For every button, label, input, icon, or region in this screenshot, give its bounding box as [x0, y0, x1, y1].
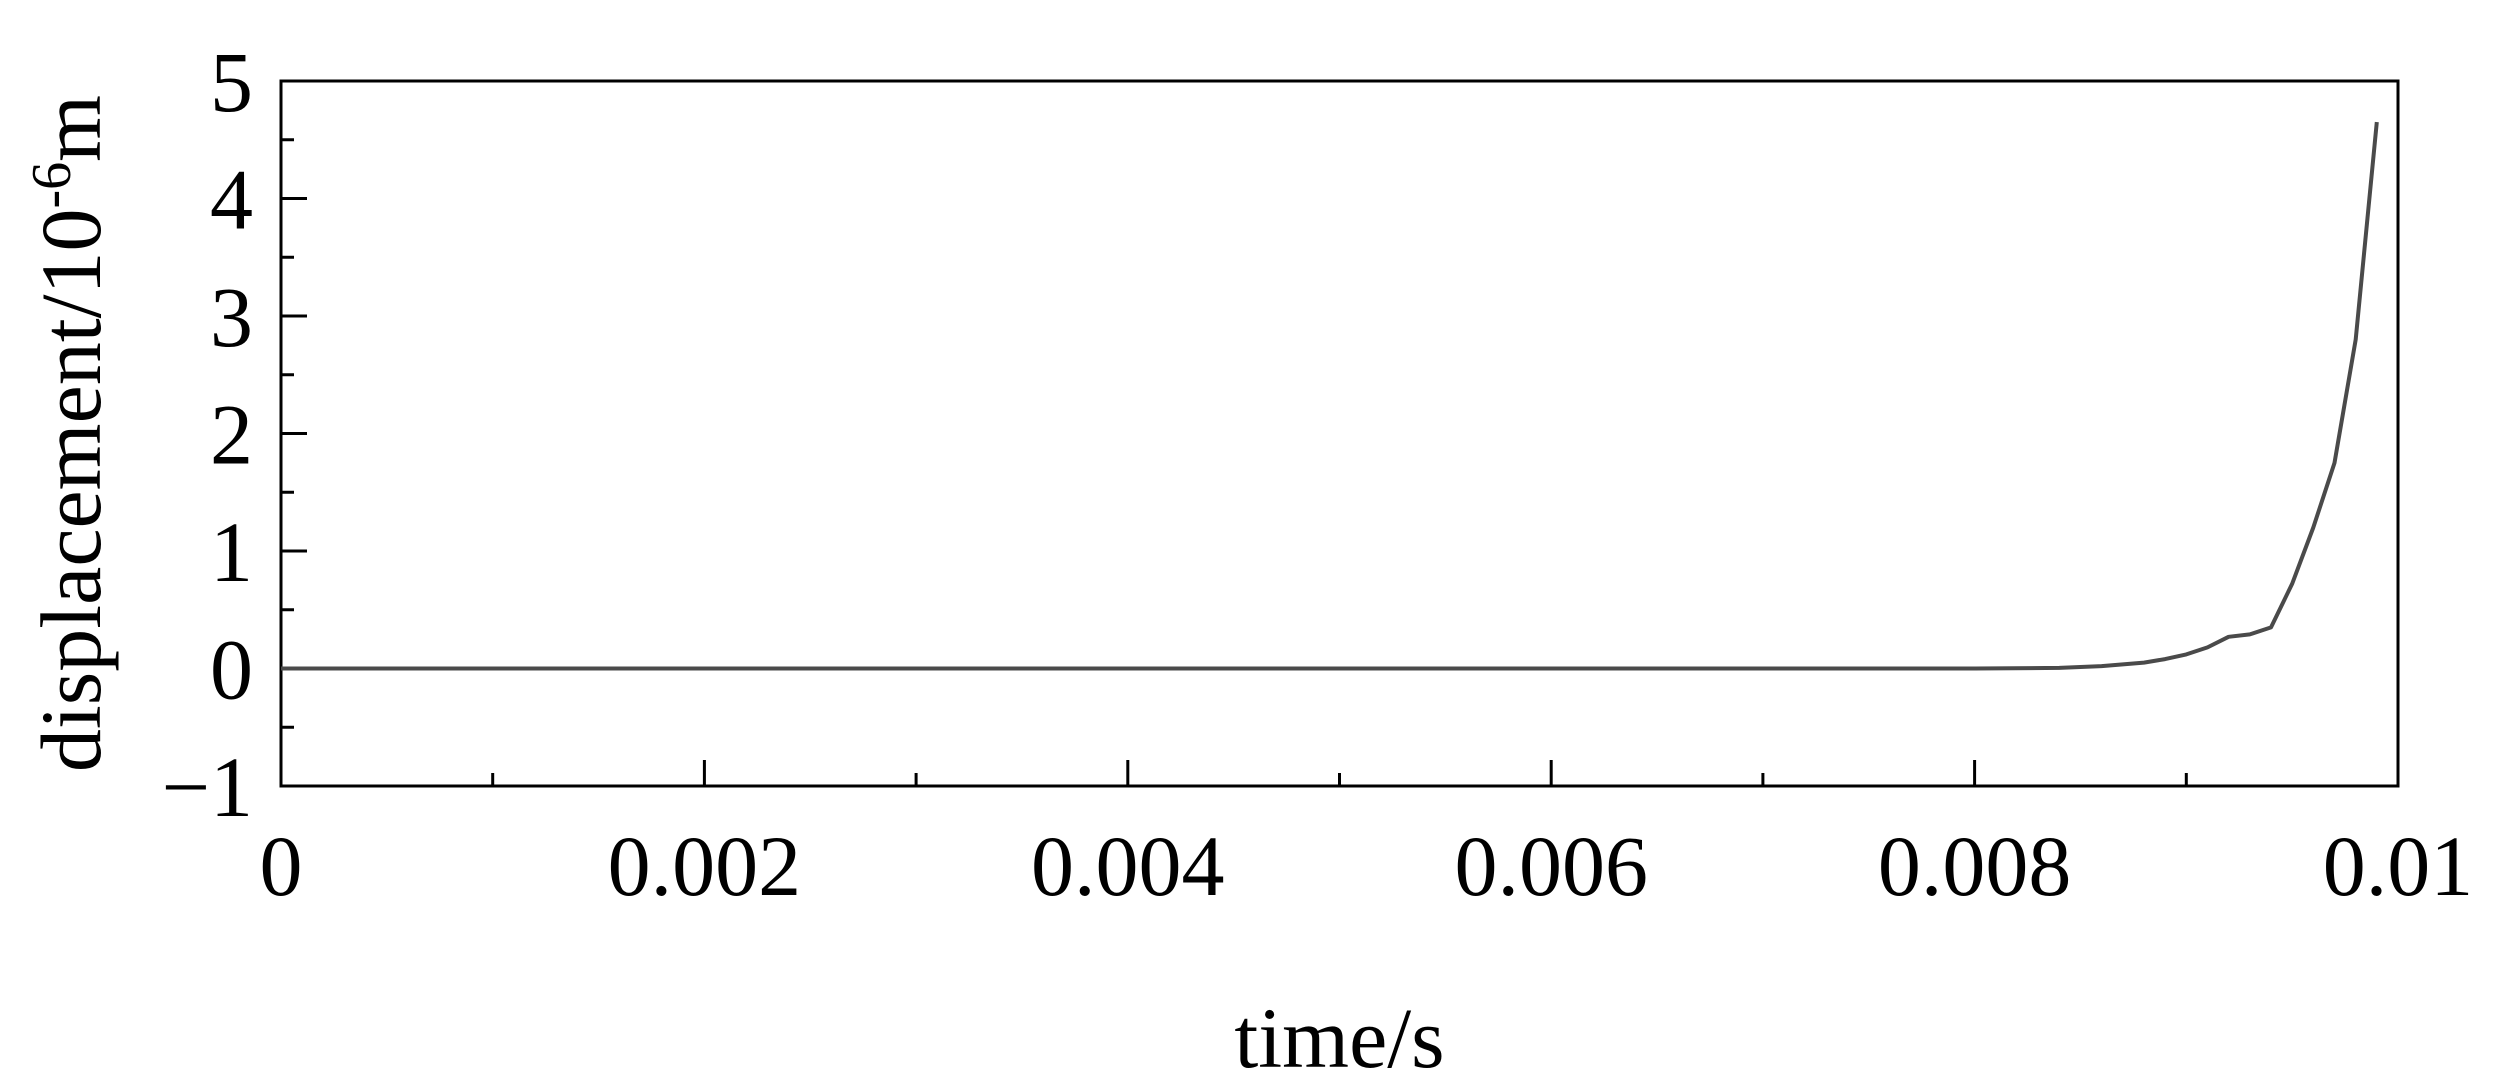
x-tick-label: 0 — [260, 818, 303, 914]
series-line — [281, 121, 2379, 671]
y-axis-title-superscript: -6 — [21, 162, 83, 209]
x-axis-title: time/s — [1234, 990, 1444, 1086]
axis-ticks — [281, 138, 2188, 786]
plot-area-frame — [279, 79, 2400, 788]
y-tick-label: −1 — [161, 739, 253, 835]
y-tick-label: 0 — [210, 622, 253, 718]
x-tick-label: 0.006 — [1454, 818, 1648, 914]
y-tick-label: 5 — [210, 34, 253, 130]
y-axis-title: displacement/10-6m — [21, 95, 119, 772]
y-tick-label: 4 — [210, 152, 253, 248]
x-tick-label: 0.004 — [1031, 818, 1225, 914]
x-tick-label: 0.008 — [1878, 818, 2072, 914]
y-tick-label: 3 — [210, 269, 253, 365]
y-tick-label: 1 — [210, 504, 253, 600]
y-axis-title-prefix: displacement/10 — [23, 208, 119, 772]
x-tick-label: 0.01 — [2323, 818, 2474, 914]
y-axis-title-suffix: m — [23, 95, 119, 162]
x-tick-label: 0.002 — [608, 818, 802, 914]
series-layer — [281, 121, 2379, 671]
y-tick-label: 2 — [210, 387, 253, 483]
